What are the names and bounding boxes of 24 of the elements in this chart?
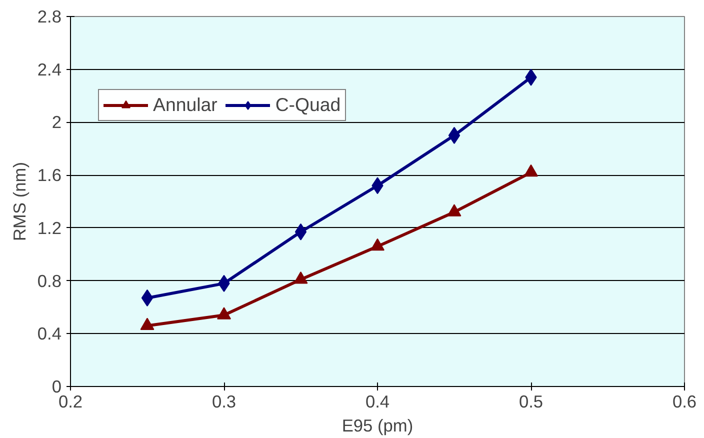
x-tick-label: 0.3	[212, 392, 236, 412]
y-tick-label: 2.8	[37, 6, 62, 26]
point	[140, 318, 154, 330]
y-tick-label: 0.8	[37, 270, 62, 291]
point	[294, 223, 307, 240]
point	[141, 289, 154, 306]
x-axis-title: E95 (pm)	[342, 416, 414, 436]
point	[294, 271, 308, 284]
y-tick-label: 2.4	[37, 59, 62, 80]
point	[447, 204, 462, 216]
point	[370, 238, 384, 251]
y-tick-label: 1.6	[37, 165, 62, 186]
y-tick-label: 2	[52, 112, 62, 132]
y-tick-label: 0.4	[37, 324, 62, 344]
y-tick-label: 1.2	[37, 218, 62, 238]
point	[448, 126, 460, 144]
x-tick-label: 0.4	[365, 392, 390, 412]
x-tick-label: 0.6	[672, 392, 697, 412]
x-tick-label: 0.5	[518, 392, 544, 412]
y-axis-title: RMS (nm)	[9, 162, 30, 241]
point	[524, 164, 538, 177]
point	[217, 307, 231, 320]
legend-label: Annular	[153, 94, 218, 116]
legend-label: C-Quad	[275, 94, 341, 116]
